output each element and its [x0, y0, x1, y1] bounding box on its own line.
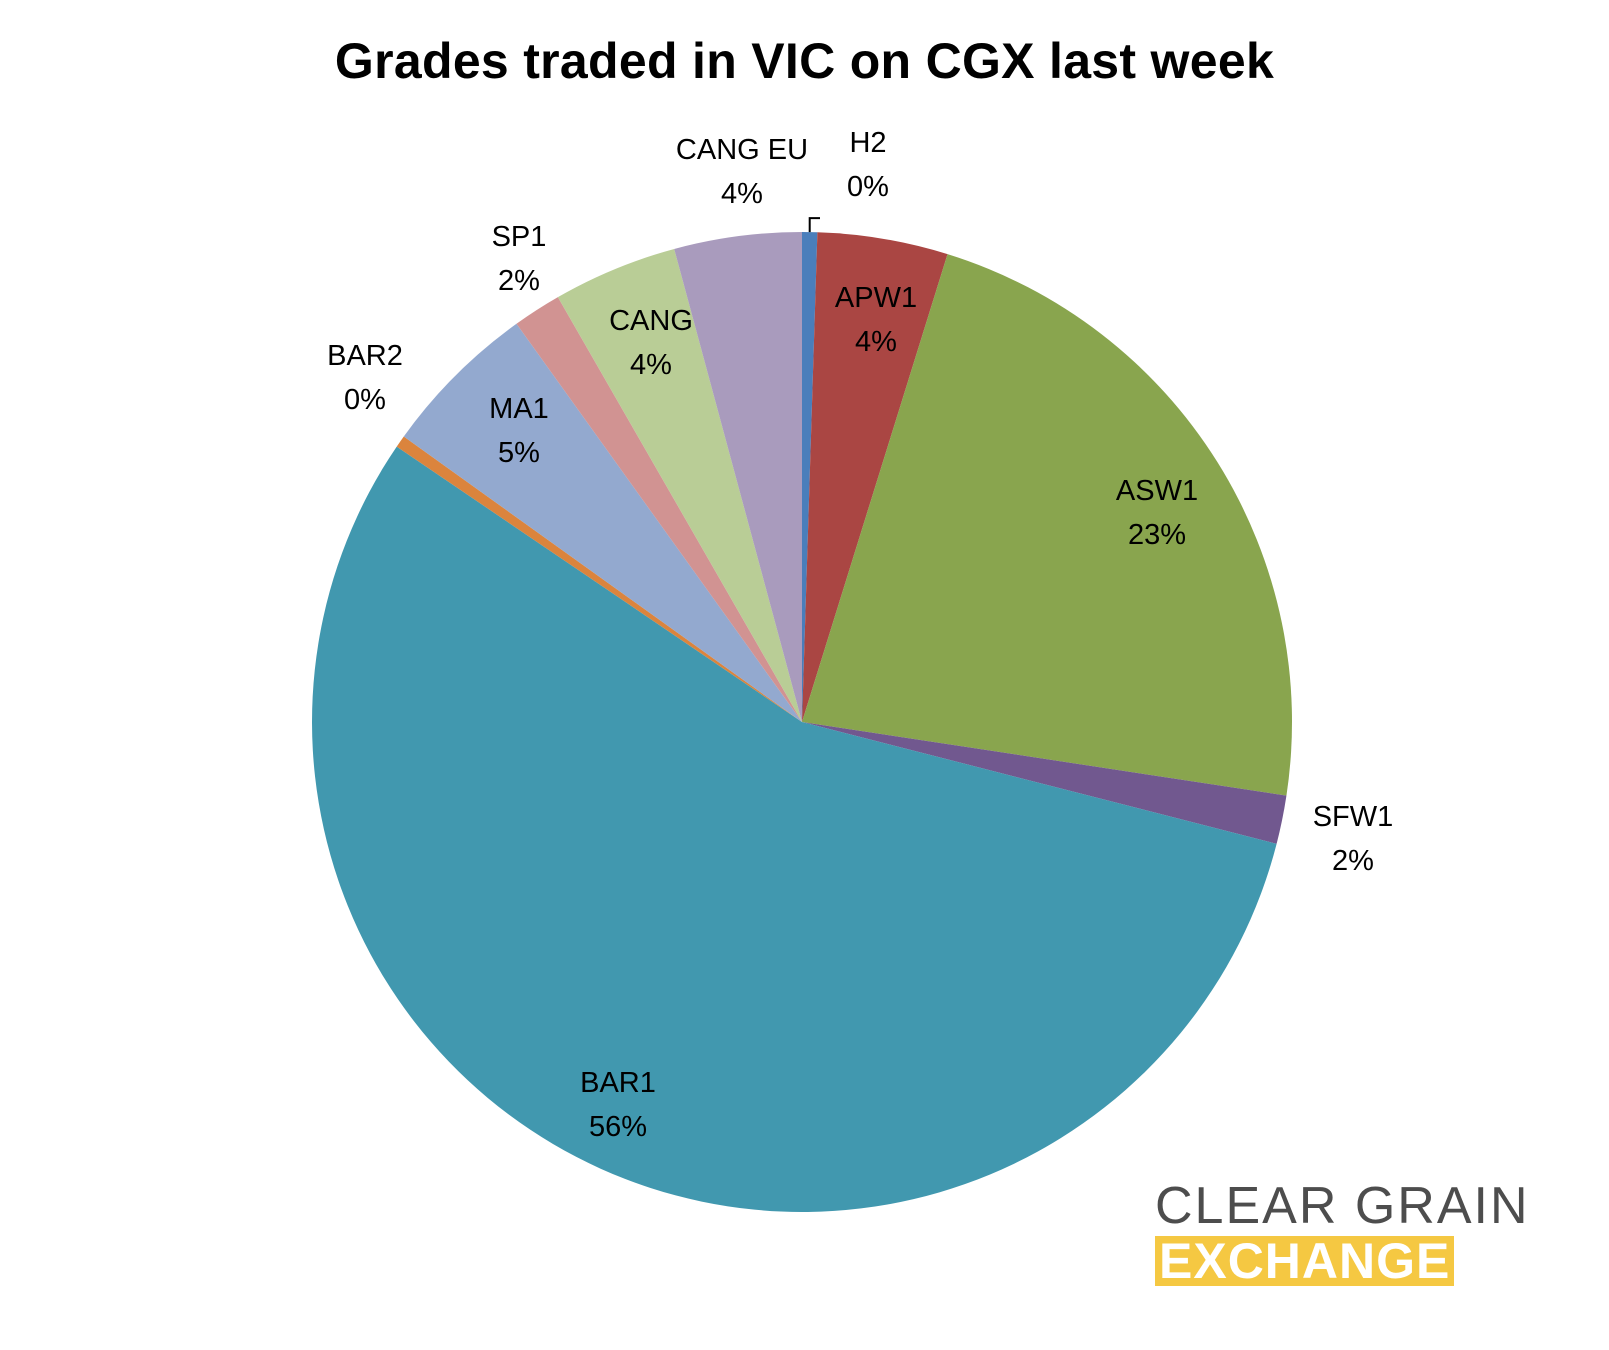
pie-slices [312, 232, 1292, 1212]
label-asw1: ASW1 23% [1116, 475, 1198, 551]
label-name: SP1 [492, 221, 547, 253]
clear-grain-exchange-logo: CLEAR GRAIN EXCHANGE [1155, 1180, 1545, 1286]
label-percent: 0% [847, 171, 889, 203]
label-apw1: APW1 4% [835, 282, 917, 358]
slice-sp1 [516, 297, 802, 722]
label-name: MA1 [489, 393, 549, 425]
label-name: SFW1 [1313, 801, 1394, 833]
slice-ma1 [403, 323, 802, 722]
slice-bar2 [396, 436, 802, 722]
label-sfw1: SFW1 2% [1313, 801, 1394, 877]
label-name: ASW1 [1116, 475, 1198, 507]
label-percent: 4% [721, 178, 763, 210]
slice-bar1 [312, 446, 1277, 1212]
label-percent: 56% [589, 1111, 647, 1143]
label-h2: H2 0% [847, 127, 889, 203]
slice-cang [557, 248, 802, 722]
label-percent: 4% [630, 349, 672, 381]
label-name: CANG EU [676, 134, 808, 166]
slice-asw1 [802, 254, 1292, 796]
slice-apw1 [802, 232, 948, 723]
label-name: H2 [849, 127, 886, 159]
slice-labels: H2 0%APW1 4%ASW1 23%SFW1 2%BAR1 56%BAR2 0% MA1 5… [327, 127, 1393, 1143]
label-bar2: BAR2 0% [327, 340, 403, 416]
chart-title: Grades traded in VIC on CGX last week [334, 33, 1275, 89]
logo-text-line1: CLEAR GRAIN [1155, 1177, 1530, 1235]
label-sp1: SP1 2% [492, 221, 547, 297]
slice-cang-eu [674, 232, 802, 722]
label-name: BAR2 [327, 340, 403, 372]
slice-h2 [802, 232, 818, 722]
label-percent: 2% [498, 265, 540, 297]
leader-line-h2 [808, 217, 820, 233]
label-percent: 23% [1128, 519, 1186, 551]
label-name: APW1 [835, 282, 917, 314]
label-percent: 5% [498, 437, 540, 469]
label-cang: CANG 4% [609, 305, 693, 381]
logo-text-line2: EXCHANGE [1155, 1236, 1455, 1286]
leader-lines [808, 217, 820, 233]
label-bar1: BAR1 56% [580, 1067, 656, 1143]
label-ma1: MA1 5% [489, 393, 549, 469]
slice-sfw1 [802, 722, 1287, 844]
label-name: CANG [609, 305, 693, 337]
label-cang-eu: CANG EU 4% [676, 134, 808, 210]
label-name: BAR1 [580, 1067, 656, 1099]
label-percent: 2% [1332, 845, 1374, 877]
label-percent: 4% [855, 326, 897, 358]
label-percent: 0% [344, 384, 386, 416]
